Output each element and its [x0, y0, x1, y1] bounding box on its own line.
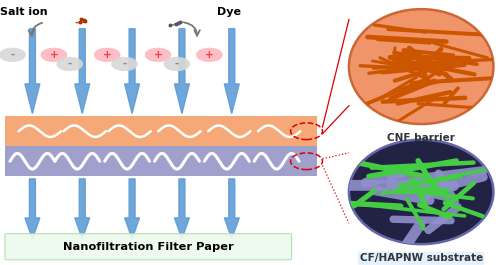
Bar: [5, 146, 316, 176]
Text: Salt ion: Salt ion: [0, 7, 48, 16]
Circle shape: [94, 48, 120, 62]
FancyArrow shape: [124, 29, 140, 114]
FancyArrow shape: [25, 179, 40, 239]
Circle shape: [57, 57, 82, 71]
FancyArrow shape: [224, 179, 240, 239]
Circle shape: [164, 57, 190, 71]
Text: Nanofiltration Filter Paper: Nanofiltration Filter Paper: [63, 242, 234, 252]
Text: CF/HAPNW substrate: CF/HAPNW substrate: [360, 253, 483, 263]
Text: CNF barrier: CNF barrier: [387, 133, 455, 143]
FancyArrow shape: [174, 179, 190, 239]
Circle shape: [41, 48, 67, 62]
Circle shape: [145, 48, 171, 62]
FancyArrow shape: [124, 179, 140, 239]
FancyArrow shape: [75, 29, 90, 114]
Text: +: +: [154, 50, 162, 60]
Text: +: +: [205, 50, 214, 60]
FancyArrow shape: [25, 29, 40, 114]
Text: -: -: [10, 50, 14, 60]
Circle shape: [196, 48, 222, 62]
FancyArrow shape: [224, 29, 240, 114]
Ellipse shape: [349, 140, 494, 244]
Ellipse shape: [349, 9, 494, 124]
Text: -: -: [122, 59, 126, 69]
Text: -: -: [68, 59, 72, 69]
FancyArrow shape: [75, 179, 90, 239]
Bar: [5, 116, 316, 146]
Text: -: -: [175, 59, 179, 69]
Text: +: +: [50, 50, 58, 60]
Circle shape: [112, 57, 138, 71]
Text: Dye: Dye: [217, 7, 241, 16]
Text: +: +: [103, 50, 112, 60]
FancyArrow shape: [174, 29, 190, 114]
FancyBboxPatch shape: [5, 234, 292, 260]
Circle shape: [0, 48, 26, 62]
